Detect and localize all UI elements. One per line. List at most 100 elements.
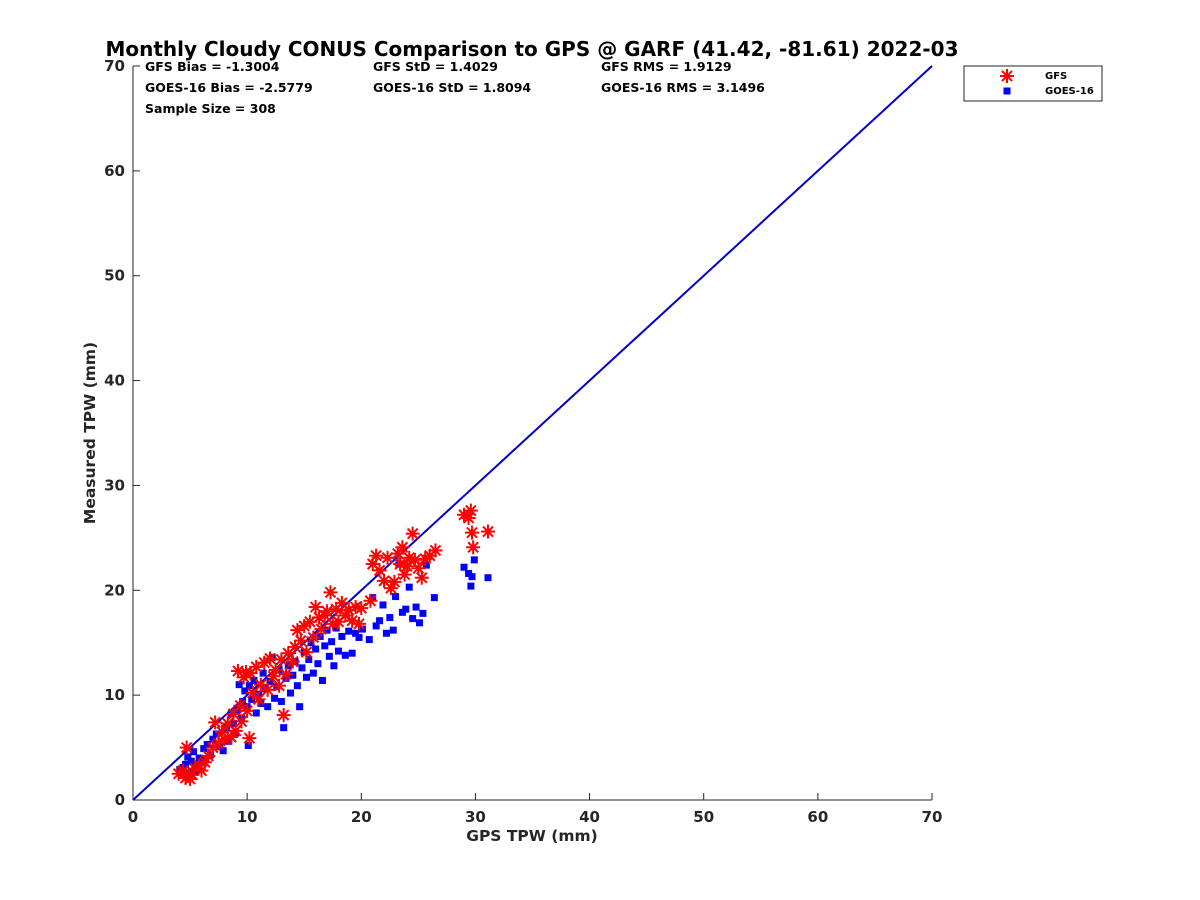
goes16-point xyxy=(225,737,233,745)
goes16-point xyxy=(257,700,265,708)
goes16-point xyxy=(287,689,295,697)
y-tick-label: 60 xyxy=(104,162,125,180)
gfs-point xyxy=(397,567,412,582)
gfs-rms-text: GFS RMS = 1.9129 xyxy=(601,59,732,74)
gfs-point xyxy=(260,682,275,697)
goes16-point xyxy=(241,687,249,695)
goes16-point xyxy=(348,649,356,657)
x-tick-label: 0 xyxy=(128,808,138,826)
x-tick-label: 40 xyxy=(579,808,600,826)
gfs-point xyxy=(320,604,335,619)
gfs-bias-text: GFS Bias = -1.3004 xyxy=(145,59,280,74)
goes16-point xyxy=(245,682,253,690)
legend-box xyxy=(963,65,1103,102)
y-tick-label: 40 xyxy=(104,372,125,390)
y-tick-label: 50 xyxy=(104,267,125,285)
goes16-point xyxy=(338,632,346,640)
gfs-point xyxy=(352,616,367,631)
legend-gfs-marker xyxy=(1000,69,1014,83)
x-tick-label: 60 xyxy=(807,808,828,826)
gfs-point xyxy=(228,723,243,738)
goes16-rms-text: GOES-16 RMS = 3.1496 xyxy=(601,80,765,95)
gfs-point xyxy=(387,574,402,589)
x-tick-label: 70 xyxy=(922,808,943,826)
gfs-point xyxy=(395,540,410,555)
goes16-point xyxy=(302,673,310,681)
gfs-point xyxy=(466,540,481,555)
goes16-point xyxy=(376,617,384,625)
gfs-point xyxy=(285,654,300,669)
goes16-point xyxy=(318,676,326,684)
goes16-point xyxy=(293,682,301,690)
legend-goes16-label: GOES-16 xyxy=(1045,86,1094,97)
goes16-point xyxy=(325,652,333,660)
gfs-point xyxy=(299,645,314,660)
goes16-point xyxy=(415,619,423,627)
goes16-point xyxy=(328,638,336,646)
gfs-point xyxy=(372,563,387,578)
goes16-point xyxy=(271,694,279,702)
x-tick-label: 10 xyxy=(237,808,258,826)
goes16-point xyxy=(216,743,224,751)
x-tick-label: 20 xyxy=(351,808,372,826)
goes16-point xyxy=(184,753,192,761)
gfs-legend-asterisk xyxy=(1000,69,1014,83)
x-tick-label: 50 xyxy=(693,808,714,826)
gfs-point xyxy=(323,585,338,600)
gfs-point xyxy=(428,543,443,558)
gfs-point xyxy=(242,731,257,746)
y-tick-label: 10 xyxy=(104,686,125,704)
goes16-point xyxy=(235,681,243,689)
legend: GFS GOES-16 xyxy=(963,65,1103,102)
legend-goes16-marker xyxy=(1003,87,1011,95)
gfs-points xyxy=(171,503,495,787)
gfs-point xyxy=(240,703,255,718)
goes16-point xyxy=(419,609,427,617)
gfs-std-text: GFS StD = 1.4029 xyxy=(373,59,498,74)
goes16-point xyxy=(239,697,247,705)
gfs-point xyxy=(278,667,293,682)
axis-ticks: 0 10 20 30 40 50 60 70 0 10 20 30 40 50 60 70 xyxy=(104,57,942,826)
goes16-point xyxy=(323,626,331,634)
goes16-point xyxy=(289,671,297,679)
goes16-point xyxy=(430,594,438,602)
goes16-point xyxy=(266,678,274,686)
goes16-legend-square xyxy=(1003,87,1011,95)
goes16-point xyxy=(316,632,324,640)
statistics-annotations: GFS Bias = -1.3004 GFS StD = 1.4029 GFS … xyxy=(145,59,765,116)
gfs-point xyxy=(363,593,378,608)
gfs-point xyxy=(465,525,480,540)
gfs-point xyxy=(234,714,249,729)
goes16-point xyxy=(182,760,190,768)
goes16-point xyxy=(409,615,417,623)
goes16-point xyxy=(312,645,320,653)
gfs-point xyxy=(314,622,329,637)
goes16-point xyxy=(189,748,197,756)
y-tick-label: 20 xyxy=(104,581,125,599)
goes16-point xyxy=(412,603,420,611)
gfs-point xyxy=(399,559,414,574)
goes16-point xyxy=(422,561,430,569)
gfs-point xyxy=(405,526,420,541)
goes16-point xyxy=(250,676,258,684)
goes16-point xyxy=(252,709,260,717)
goes16-point xyxy=(244,741,252,749)
goes16-point xyxy=(296,703,304,711)
gfs-point xyxy=(414,570,429,585)
chart-title: Monthly Cloudy CONUS Comparison to GPS @… xyxy=(105,37,958,61)
goes16-point xyxy=(330,662,338,670)
goes16-point xyxy=(355,633,363,641)
x-axis-label: GPS TPW (mm) xyxy=(466,827,598,845)
goes16-point xyxy=(307,639,315,647)
goes16-point xyxy=(382,629,390,637)
goes16-bias-text: GOES-16 Bias = -2.5779 xyxy=(145,80,313,95)
y-tick-label: 0 xyxy=(115,791,125,809)
goes16-point xyxy=(345,627,353,635)
goes16-point xyxy=(200,745,208,753)
gfs-point xyxy=(369,548,384,563)
goes16-point xyxy=(460,563,468,571)
goes16-point xyxy=(405,583,413,591)
gfs-point xyxy=(276,708,291,723)
